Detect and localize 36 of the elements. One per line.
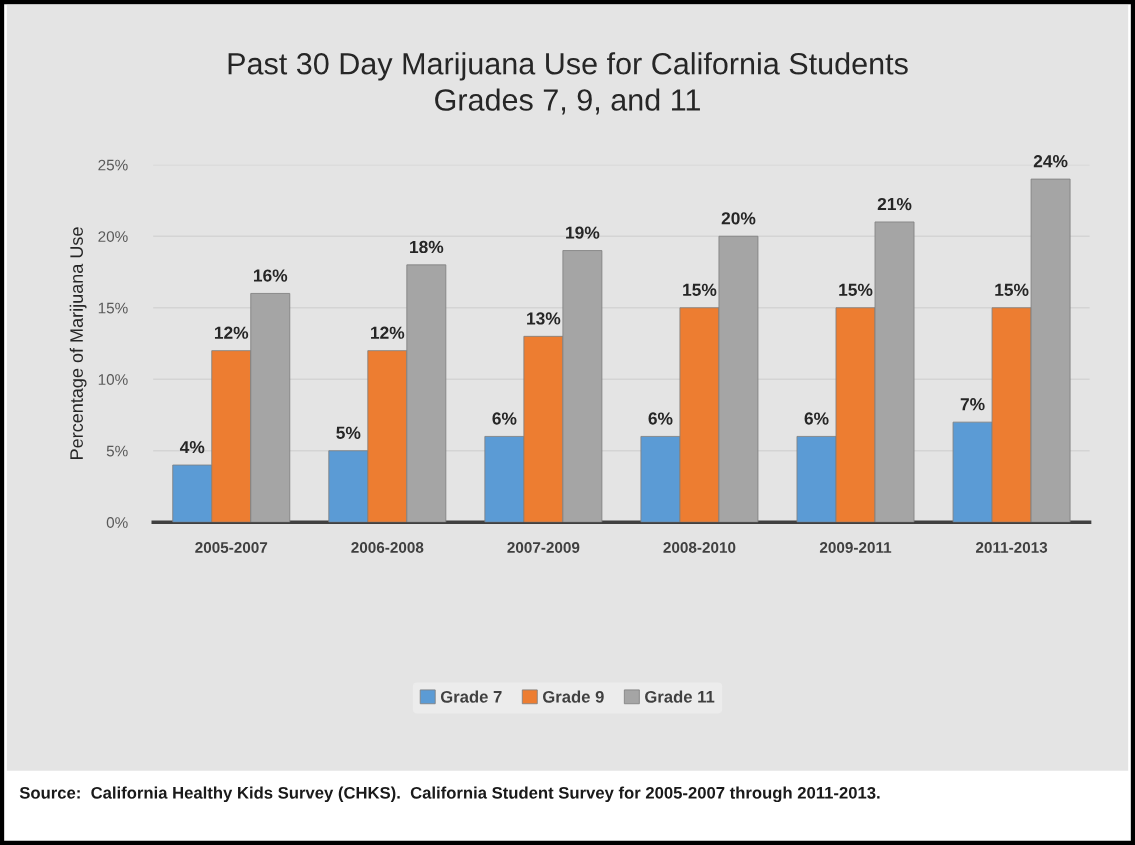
y-tick-label: 20%: [98, 231, 128, 242]
data-label: 15%: [683, 283, 717, 296]
y-tick-label: 15%: [98, 302, 128, 314]
legend-label: Grade 11: [645, 690, 715, 703]
x-tick-label: 2005-2007: [195, 542, 268, 553]
chart-title: Past 30 Day Marijuana Use for California Students Grades 7, 9, and 11: [228, 52, 908, 115]
x-tick-label: 2011-2013: [975, 542, 1048, 553]
x-tick-label: 2008-2010: [663, 542, 736, 553]
data-label: 15%: [839, 283, 873, 296]
x-tick-label: 2009-2011: [819, 542, 892, 553]
data-label: 19%: [566, 226, 600, 239]
legend-label: Grade 9: [542, 690, 604, 703]
data-label: 20%: [721, 212, 756, 225]
data-label: 18%: [410, 240, 444, 254]
legend-label: Grade 7: [440, 690, 502, 703]
data-label: 15%: [995, 283, 1029, 296]
y-axis-title: Percentage of Marijuana Use: [69, 227, 87, 459]
source-note: Source: California Healthy Kids Survey (CHKS). California Student Survey for 2005-2007 through 2011-2013.: [19, 786, 880, 803]
y-tick-label: 10%: [98, 374, 128, 385]
data-label: 12%: [371, 326, 405, 339]
data-label: 6%: [648, 412, 673, 425]
data-label: 13%: [527, 312, 561, 325]
y-tick-label: 25%: [98, 159, 128, 171]
data-label: 4%: [179, 441, 205, 454]
y-tick-label: 0%: [106, 517, 128, 528]
data-label: 5%: [336, 426, 361, 439]
y-tick-label: 5%: [106, 445, 128, 457]
data-label: 7%: [960, 398, 985, 411]
data-label: 12%: [214, 326, 249, 339]
data-label: 24%: [1033, 155, 1068, 168]
data-label: 16%: [253, 269, 288, 282]
data-label: 6%: [804, 412, 829, 425]
x-tick-label: 2006-2008: [351, 542, 424, 553]
x-tick-label: 2007-2009: [507, 542, 580, 553]
data-label: 21%: [877, 197, 912, 211]
data-label: 6%: [492, 412, 517, 425]
